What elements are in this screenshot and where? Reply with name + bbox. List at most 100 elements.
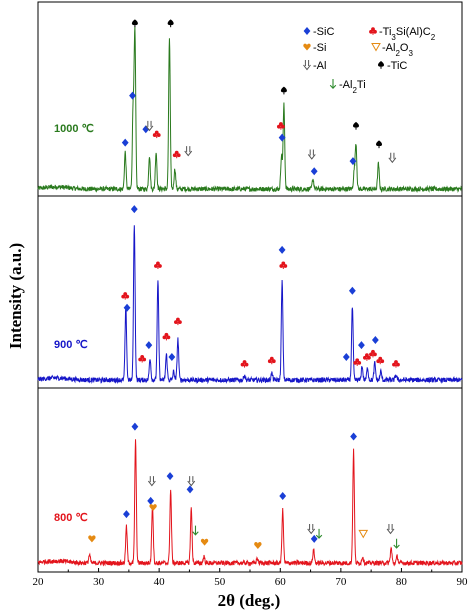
legend-marker-tic-stem [380,66,382,69]
marker-ti3sialc2-p0-10-lobe-left [276,124,281,129]
legend-marker-tic-blade [377,61,385,67]
marker-ti3sialc2-p1-15-stem [356,363,358,366]
legend-label-part-3: 3 [408,49,413,58]
marker-ti3sialc2-p1-0 [121,292,130,300]
marker-al2ti-p2-15 [315,528,323,539]
marker-ti3sialc2-p1-17 [363,353,371,361]
panel-label-800: 800 ℃ [54,512,88,524]
marker-ti3sialc2-p0-7-lobe-top [174,150,179,155]
marker-ti3sialc2-p1-5-stem [157,266,159,269]
phase-markers [88,19,400,549]
marker-al2ti-p2-9 [192,525,199,536]
marker-ti3sialc2-p1-10-lobe-top [269,356,274,361]
legend-label-sic: -SiC [313,26,334,38]
marker-ti3sialc2-p1-0-lobe-right [125,294,130,299]
legend-label-ti3sialc2: -Ti3Si(Al)C2 [379,26,436,42]
plot-frame [37,1,463,573]
marker-ti3sialc2-p1-8 [174,317,182,326]
marker-ti3sialc2-p1-12-lobe-left [279,264,284,268]
marker-al2ti-p2-19 [393,538,400,549]
trace-panel-1 [37,225,463,385]
legend: -SiC -Ti3Si(Al)C2-Si -Al2O3-Al -TiC-Al2Ti [303,26,436,95]
marker-ti3sialc2-p0-7 [172,150,181,159]
legend-marker-sic [303,27,311,35]
marker-ti3sialc2-p0-5-stem [156,135,158,139]
legend-marker-ti3sialc2-stem [372,32,374,35]
marker-ti3sialc2-p1-6-lobe-top [164,332,169,337]
legend-marker-al [303,60,311,71]
marker-sic-p1-1 [123,303,131,312]
legend-label-tic: -TiC [387,60,407,72]
marker-ti3sialc2-p1-18-stem [372,354,374,358]
marker-ti3sialc2-p1-12 [279,261,288,269]
marker-ti3sialc2-p1-0-lobe-top [123,292,128,296]
marker-ti3sialc2-p1-15-lobe-right [357,361,362,365]
marker-ti3sialc2-p1-21-lobe-left [392,362,396,367]
marker-ti3sialc2-p1-18 [369,349,377,358]
marker-sic-p2-6 [166,472,174,481]
marker-sic-p1-16 [358,341,365,350]
marker-ti3sialc2-p1-9 [240,360,249,368]
marker-sic-p1-19 [371,336,379,344]
legend-marker-ti3sialc2-lobe-left [369,29,373,34]
legend-label-part-0: -Al [339,79,352,91]
marker-ti3sialc2-p1-17-stem [366,358,368,361]
marker-ti3sialc2-p0-5-lobe-left [152,133,157,137]
marker-ti3sialc2-p1-18-lobe-right [373,352,377,357]
marker-tic-p0-6 [167,19,174,28]
marker-ti3sialc2-p0-10-lobe-right [280,124,285,129]
x-tick-label-4: 60 [275,576,287,588]
marker-ti3sialc2-p1-20-lobe-left [376,359,381,364]
marker-tic-p0-11 [280,86,287,95]
marker-ti3sialc2-p0-7-lobe-left [172,153,177,158]
panel-label-1000: 1000 ℃ [54,123,94,135]
marker-ti3sialc2-p1-20 [376,356,385,365]
marker-ti3sialc2-p1-8-lobe-top [176,317,180,322]
marker-ti3sialc2-p1-6-stem [165,337,167,341]
marker-ti3sialc2-p1-20-lobe-right [380,359,385,364]
marker-ti3sialc2-p0-5-lobe-top [154,130,159,135]
marker-si-p2-10 [200,538,209,546]
legend-marker-si [303,43,311,51]
marker-al-p0-4 [145,120,154,132]
x-tick-label-1: 30 [93,576,105,588]
marker-ti3sialc2-p0-5-lobe-right [156,133,161,137]
legend-label-part-0: -Si [313,42,326,54]
marker-sic-p2-12 [279,491,287,500]
legend-label-al: -Al [313,60,326,72]
marker-ti3sialc2-p1-6 [162,332,171,341]
marker-tic-p0-2-blade [131,19,138,26]
marker-sic-p0-13 [310,167,318,176]
marker-ti3sialc2-p1-17-lobe-left [363,355,367,360]
legend-label-part-0: -SiC [313,26,334,38]
marker-ti3sialc2-p1-20-stem [379,361,381,365]
marker-tic-p0-15-stem [355,126,357,130]
marker-tic-p0-2 [131,19,138,28]
marker-ti3sialc2-p1-3 [138,355,147,363]
marker-ti3sialc2-p1-5-lobe-right [158,264,162,268]
marker-al2o3-p2-17 [358,529,369,539]
legend-label-part-3: 2 [431,33,436,42]
marker-al-p2-18 [386,523,395,535]
marker-sic-p0-0 [121,138,129,147]
marker-sic-p0-3 [142,125,150,134]
marker-ti3sialc2-p1-10-stem [271,361,273,365]
marker-tic-p0-16-blade [376,140,383,147]
marker-sic-p2-2 [131,422,139,431]
marker-tic-p0-6-blade [167,19,174,26]
marker-tic-p0-16 [376,140,383,149]
legend-label-part-0: -TiC [387,60,407,72]
marker-ti3sialc2-p1-20-lobe-top [378,356,383,361]
marker-si-p2-0 [88,535,96,543]
marker-tic-p0-15 [352,121,360,130]
marker-ti3sialc2-p1-12-stem [282,266,284,269]
x-tick-label-5: 70 [335,576,347,588]
legend-label-al2o3: -Al2O3 [382,42,413,58]
marker-al-p0-12 [307,149,316,160]
marker-ti3sialc2-p1-3-stem [141,359,143,363]
marker-ti3sialc2-p1-21-lobe-top [394,360,398,364]
marker-ti3sialc2-p1-15-lobe-left [353,361,358,365]
marker-ti3sialc2-p1-9-lobe-right [244,362,249,367]
